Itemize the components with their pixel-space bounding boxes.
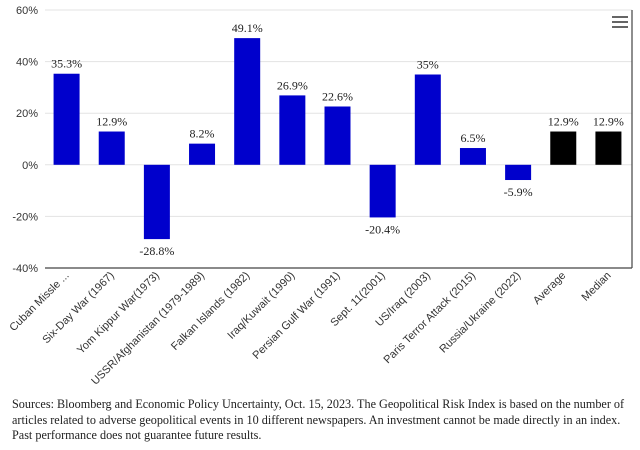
data-label: 35% xyxy=(417,58,439,72)
category-labels: Cuban Missle ...Six-Day War (1967)Yom Ki… xyxy=(7,270,613,385)
bar[interactable] xyxy=(459,148,486,165)
bars xyxy=(53,38,622,240)
y-tick-label: 20% xyxy=(16,108,38,120)
category-label: Falkan Islands (1982) xyxy=(169,270,252,353)
data-label: -20.4% xyxy=(365,222,400,236)
bar[interactable] xyxy=(414,74,441,165)
bar[interactable] xyxy=(550,131,577,165)
data-label: 8.2% xyxy=(190,127,215,141)
data-label: 22.6% xyxy=(322,89,353,103)
data-label: -28.8% xyxy=(139,244,174,258)
data-label: -5.9% xyxy=(504,185,533,199)
data-label: 12.9% xyxy=(548,115,579,129)
category-label: Average xyxy=(531,270,568,307)
y-tick-label: 40% xyxy=(16,57,38,69)
data-label: 6.5% xyxy=(460,131,485,145)
data-labels: 35.3% 12.9% -28.8% 8.2% 49.1% 26.9% 22.6% -20.4… xyxy=(51,21,624,258)
menu-line xyxy=(612,16,628,18)
y-axis-ticks: 60% 40% 20% 0% -20% -40% xyxy=(12,5,38,275)
data-label: 35.3% xyxy=(51,57,82,71)
bar[interactable] xyxy=(505,164,532,181)
category-label: Yom Kippur War(1973) xyxy=(75,270,162,357)
y-tick-label: 60% xyxy=(16,5,38,17)
bar[interactable] xyxy=(53,73,80,165)
menu-line xyxy=(612,26,628,28)
bar[interactable] xyxy=(324,106,351,165)
bar[interactable] xyxy=(143,164,170,240)
bar[interactable] xyxy=(189,143,216,165)
bar[interactable] xyxy=(234,38,261,165)
data-label: 12.9% xyxy=(96,115,127,129)
category-label: Paris Terror Attack (2015) xyxy=(382,270,479,367)
bar[interactable] xyxy=(98,131,125,165)
bar[interactable] xyxy=(369,164,396,218)
bar[interactable] xyxy=(595,131,622,165)
menu-line xyxy=(612,21,628,23)
bar-chart: 60% 40% 20% 0% -20% -40% 35.3% 12.9% -28.8% 8.2%… xyxy=(7,5,633,385)
y-tick-label: 0% xyxy=(22,160,38,172)
data-label: 12.9% xyxy=(593,115,624,129)
category-label: Persian Gulf War (1991) xyxy=(251,270,343,362)
y-tick-label: -40% xyxy=(12,263,38,275)
category-label: Median xyxy=(580,270,614,304)
footnote: Sources: Bloomberg and Economic Policy U… xyxy=(12,397,625,442)
bar[interactable] xyxy=(279,95,306,165)
hamburger-menu-icon[interactable] xyxy=(612,16,628,30)
data-label: 26.9% xyxy=(277,78,308,92)
data-label: 49.1% xyxy=(232,21,263,35)
y-tick-label: -20% xyxy=(12,211,38,223)
category-label: Russia/Ukraine (2022) xyxy=(437,270,523,356)
